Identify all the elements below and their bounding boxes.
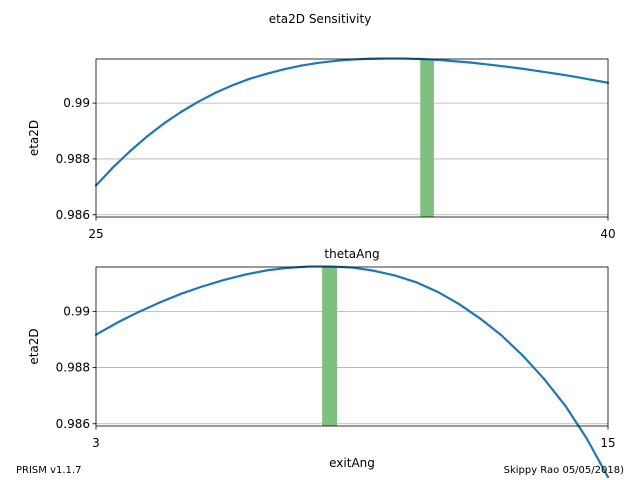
data-point bbox=[244, 273, 247, 276]
plot-exitAng: 0.986 0.988 0.99 3 15 exitAng eta2D bbox=[27, 265, 616, 479]
data-point bbox=[214, 91, 217, 94]
xtick-label: 40 bbox=[600, 227, 615, 241]
data-point bbox=[589, 78, 593, 81]
data-point bbox=[521, 354, 524, 357]
axes-frame bbox=[95, 266, 609, 427]
data-point bbox=[542, 377, 546, 380]
data-point bbox=[453, 60, 456, 63]
highlight-band bbox=[420, 59, 434, 217]
data-point bbox=[436, 290, 439, 293]
data-point bbox=[504, 65, 507, 68]
data-point bbox=[146, 135, 149, 138]
y-axis-label: eta2D bbox=[27, 120, 41, 156]
x-axis-label: thetaAng bbox=[324, 247, 379, 261]
ytick-label: 0.988 bbox=[56, 361, 90, 375]
xtick-label: 3 bbox=[92, 436, 100, 450]
data-point bbox=[265, 72, 268, 75]
footer-version: PRISM v1.1.7 bbox=[16, 465, 82, 476]
data-point bbox=[572, 75, 575, 78]
data-point bbox=[538, 70, 541, 73]
data-point bbox=[487, 63, 490, 66]
series-line bbox=[95, 265, 609, 478]
data-point bbox=[585, 437, 588, 440]
xtick-label: 25 bbox=[88, 227, 103, 241]
data-point bbox=[478, 317, 482, 320]
data-point bbox=[129, 150, 132, 153]
ytick-label: 0.986 bbox=[56, 208, 90, 222]
y-axis-label: eta2D bbox=[27, 328, 41, 364]
data-point bbox=[555, 72, 558, 75]
data-point bbox=[116, 321, 119, 324]
data-point bbox=[137, 310, 140, 314]
data-point bbox=[521, 67, 524, 70]
axes-frame bbox=[95, 58, 609, 218]
data-point bbox=[231, 84, 234, 87]
data-point bbox=[500, 334, 503, 337]
footer-author: Skippy Rao 05/05/2018) bbox=[503, 465, 624, 476]
data-point bbox=[564, 404, 567, 407]
data-point bbox=[316, 61, 319, 65]
ytick-label: 0.99 bbox=[63, 304, 90, 318]
data-point bbox=[180, 110, 183, 113]
data-point bbox=[158, 301, 162, 304]
data-point bbox=[333, 59, 337, 63]
data-point bbox=[201, 285, 204, 288]
data-point bbox=[180, 292, 183, 295]
ytick-label: 0.988 bbox=[56, 152, 90, 166]
data-point bbox=[197, 100, 200, 103]
data-point bbox=[282, 68, 285, 71]
figure-title: eta2D Sensitivity bbox=[269, 12, 372, 26]
series-line bbox=[95, 57, 609, 187]
data-point bbox=[606, 476, 610, 479]
xtick-label: 15 bbox=[600, 436, 615, 450]
plot-thetaAng: 0.986 0.988 0.99 25 40 thetaAng eta2D bbox=[27, 57, 616, 261]
data-point bbox=[414, 281, 418, 284]
data-point bbox=[265, 269, 268, 272]
data-point bbox=[111, 166, 115, 169]
data-point bbox=[222, 278, 226, 282]
data-point bbox=[299, 64, 302, 67]
ytick-label: 0.986 bbox=[56, 417, 90, 431]
data-point bbox=[372, 269, 375, 272]
ytick-label: 0.99 bbox=[63, 96, 90, 110]
data-point bbox=[248, 77, 251, 80]
data-point bbox=[163, 122, 166, 125]
highlight-band bbox=[322, 267, 338, 426]
data-point bbox=[470, 61, 473, 64]
data-point bbox=[393, 274, 396, 277]
data-point bbox=[457, 302, 460, 305]
x-axis-label: exitAng bbox=[329, 456, 375, 470]
